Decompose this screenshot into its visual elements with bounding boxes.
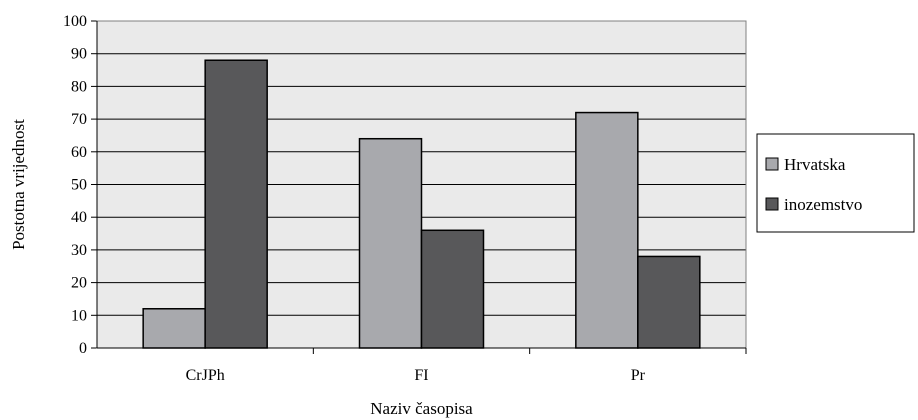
legend-label-hrvatska: Hrvatska xyxy=(784,155,846,174)
bar-inozemstvo-pr xyxy=(637,255,701,349)
y-tick-label: 20 xyxy=(71,275,87,292)
x-tick-label: FI xyxy=(414,367,428,384)
y-tick-label: 60 xyxy=(71,144,87,161)
bar-hrvatska-pr xyxy=(575,111,639,349)
legend-label-inozemstvo: inozemstvo xyxy=(784,195,862,214)
bar-hrvatska-crjph xyxy=(142,308,206,349)
y-tick-label: 10 xyxy=(71,307,87,324)
y-tick-label: 70 xyxy=(71,111,87,128)
y-tick-label: 40 xyxy=(71,209,87,226)
x-tick-label: CrJPh xyxy=(186,367,225,384)
y-tick-label: 100 xyxy=(63,13,87,30)
y-tick-label: 0 xyxy=(79,340,87,357)
y-tick-label: 30 xyxy=(71,242,87,259)
y-tick-label: 50 xyxy=(71,177,87,194)
y-axis-title: Postotna vrijednost xyxy=(9,119,28,250)
bar-inozemstvo-crjph xyxy=(204,59,268,349)
y-tick-label: 80 xyxy=(71,78,87,95)
legend-swatch-hrvatska xyxy=(765,157,779,171)
x-axis-title: Naziv časopisa xyxy=(370,399,473,418)
legend-swatch-inozemstvo xyxy=(765,197,779,211)
bar-inozemstvo-fi xyxy=(420,229,485,349)
legend xyxy=(756,133,915,233)
y-tick-label: 90 xyxy=(71,46,87,63)
x-tick-label: Pr xyxy=(631,367,646,384)
bar-hrvatska-fi xyxy=(358,137,423,349)
